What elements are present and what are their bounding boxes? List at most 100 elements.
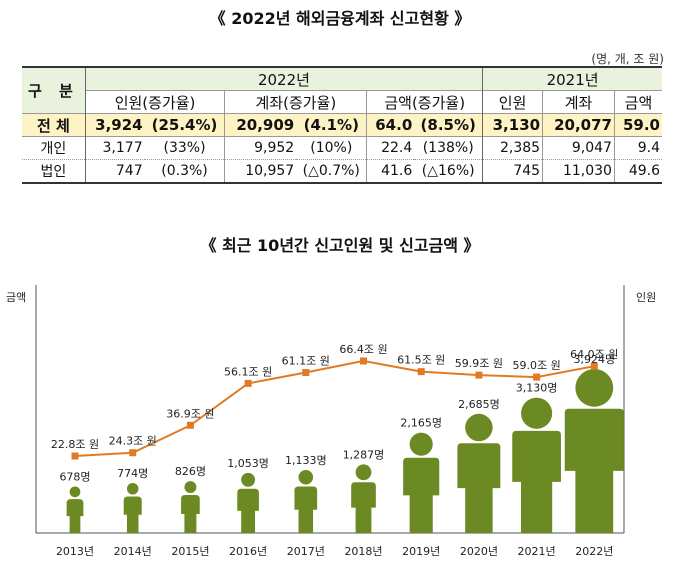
amount-point <box>590 362 598 370</box>
x-tick-label: 2017년 <box>287 545 325 558</box>
left-axis-label: 금액 <box>6 291 26 304</box>
amount-label: 59.0조 원 <box>512 359 560 372</box>
cell-person-prev: 3,130 <box>482 113 543 137</box>
people-label: 774명 <box>117 467 148 480</box>
cell-account-prev: 20,077 <box>542 113 615 137</box>
amount-point <box>302 369 310 377</box>
row-label: 개인 <box>22 136 86 160</box>
amount-point <box>129 449 137 457</box>
cell-amount-rate: (8.5%) <box>414 113 484 137</box>
people-label: 2,165명 <box>400 417 442 430</box>
cell-account: 10,957 <box>224 159 297 183</box>
people-label: 3,130명 <box>516 382 558 395</box>
amount-point <box>360 357 367 365</box>
cell-amount-prev: 59.0 <box>613 113 662 137</box>
table-row: 법인 747 (0.3%) 10,957 (△0.7%) 41.6 (△16%)… <box>22 159 662 183</box>
cell-person: 747 <box>115 163 143 179</box>
people-label: 826명 <box>175 465 206 478</box>
people-label: 1,133명 <box>285 454 327 467</box>
amount-point <box>475 371 483 379</box>
cell-amount-rate: (△16%) <box>414 159 484 183</box>
col-account-header: 계좌(증가율) <box>224 90 367 114</box>
people-label: 2,685명 <box>458 398 500 411</box>
amount-point <box>533 373 541 381</box>
cell-person-rate: (25.4%) <box>144 113 225 137</box>
col-person-prev-header: 인원 <box>482 90 543 114</box>
gubun-header: 구 분 <box>22 67 86 114</box>
person-figure <box>403 432 440 533</box>
x-tick-label: 2019년 <box>402 545 440 558</box>
amount-label: 61.5조 원 <box>397 354 445 367</box>
people-label: 1,053명 <box>227 457 269 470</box>
year-current-header: 2022년 <box>85 67 484 91</box>
amount-label: 36.9조 원 <box>166 407 214 420</box>
x-tick-label: 2022년 <box>575 545 613 558</box>
amount-label: 64.0조 원 <box>570 348 618 361</box>
person-figure <box>294 469 318 533</box>
amount-point <box>71 452 79 460</box>
table-row: 전 체 3,924 (25.4%) 20,909 (4.1%) 64.0 (8.… <box>22 113 662 137</box>
person-figure <box>66 486 84 533</box>
cell-person-rate: (0.3%) <box>161 163 208 179</box>
cell-account-rate: (10%) <box>296 136 367 160</box>
amount-point <box>244 379 252 387</box>
person-figure <box>351 464 376 533</box>
person-figure <box>181 481 200 533</box>
trend-chart: 금액 인원 678명 774명 826명 1,053명 1,133명 1,287명 2,16… <box>6 285 656 558</box>
people-label: 1,287명 <box>343 448 385 461</box>
amount-point <box>417 368 425 376</box>
people-label: 3,924명 <box>573 353 615 366</box>
cell-person: 3,177 <box>85 136 145 160</box>
right-axis-label: 인원 <box>636 291 656 304</box>
cell-account-rate: (△0.7%) <box>302 163 360 179</box>
table-title: 《 2022년 해외금융계좌 신고현황 》 <box>209 9 471 28</box>
row-label: 전 체 <box>22 113 86 137</box>
col-account-prev-header: 계좌 <box>542 90 615 114</box>
cell-person-prev: 745 <box>513 163 541 179</box>
col-person-header: 인원(증가율) <box>84 90 225 114</box>
amount-line <box>74 359 595 457</box>
amount-label: 66.4조 원 <box>339 343 387 356</box>
amount-label: 22.8조 원 <box>51 438 99 451</box>
x-tick-label: 2020년 <box>460 545 498 558</box>
cell-amount: 41.6 <box>366 159 415 183</box>
person-figure <box>237 472 259 533</box>
person-figure <box>564 368 624 533</box>
amount-label: 24.3조 원 <box>109 435 157 448</box>
x-tick-label: 2021년 <box>518 545 556 558</box>
cell-amount: 64.0 <box>366 113 415 137</box>
x-tick-label: 2016년 <box>229 545 267 558</box>
cell-person-prev: 2,385 <box>482 136 543 160</box>
col-amount-prev-header: 금액 <box>613 90 662 114</box>
people-label: 678명 <box>59 470 90 483</box>
amount-point <box>186 421 194 429</box>
cell-account-prev: 11,030 <box>542 159 615 183</box>
col-amount-header: 금액(증가율) <box>366 90 484 114</box>
cell-amount-prev: 49.6 <box>613 159 662 183</box>
x-tick-label: 2014년 <box>114 545 152 558</box>
cell-account-rate: (4.1%) <box>296 113 367 137</box>
amount-label: 56.1조 원 <box>224 365 272 378</box>
x-tick-label: 2013년 <box>56 545 94 558</box>
unit-label: (명, 개, 조 원) <box>591 52 664 66</box>
cell-amount-rate: (138%) <box>414 136 484 160</box>
cell-account: 20,909 <box>224 113 297 137</box>
person-figure <box>457 413 501 533</box>
cell-account: 9,952 <box>224 136 297 160</box>
person-figure <box>123 482 142 533</box>
cell-person: 3,924 <box>85 113 145 137</box>
year-prev-header: 2021년 <box>482 67 662 91</box>
x-tick-label: 2018년 <box>344 545 382 558</box>
cell-amount: 22.4 <box>366 136 415 160</box>
cell-account-prev: 9,047 <box>542 136 615 160</box>
row-label: 법인 <box>22 159 86 183</box>
x-tick-label: 2015년 <box>171 545 209 558</box>
table-row: 개인 3,177 (33%) 9,952 (10%) 22.4 (138%) 2… <box>22 136 662 160</box>
report-table: 구 분 2022년 2021년 인원(증가율) 계좌(증가율) 금액(증가율) … <box>22 66 662 184</box>
cell-amount-prev: 9.4 <box>613 136 662 160</box>
chart-title: 《 최근 10년간 신고인원 및 신고금액 》 <box>200 236 480 255</box>
cell-person-rate: (33%) <box>144 136 225 160</box>
amount-label: 59.9조 원 <box>455 357 503 370</box>
person-figure <box>512 397 561 533</box>
amount-label: 61.1조 원 <box>282 355 330 368</box>
